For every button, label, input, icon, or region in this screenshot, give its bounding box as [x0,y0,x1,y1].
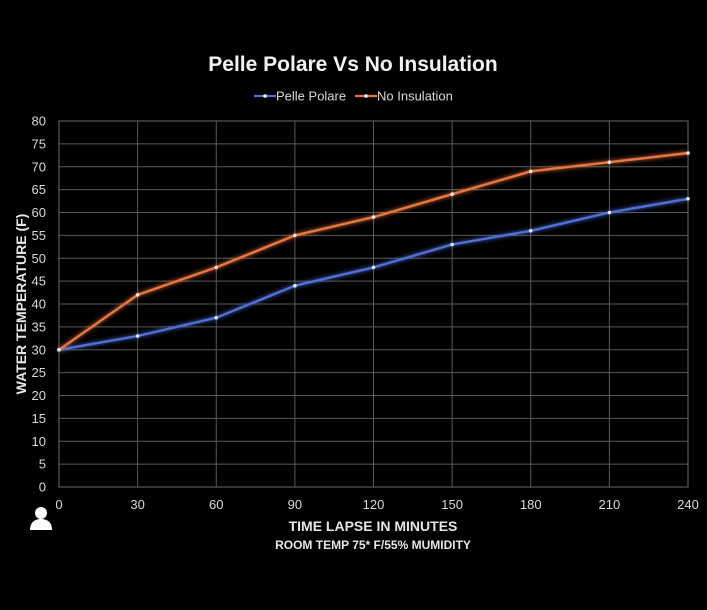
data-point [450,192,454,196]
x-tick-label: 210 [599,497,621,512]
y-tick-label: 0 [39,480,46,495]
y-tick-label: 80 [32,114,46,129]
x-tick-label: 0 [55,497,62,512]
y-tick-label: 25 [32,365,46,380]
data-point [686,196,690,201]
legend-marker [263,94,267,98]
x-tick-label: 120 [363,497,385,512]
plot-area [58,120,689,488]
data-point [450,242,454,247]
x-axis-subtitle: ROOM TEMP 75* F/55% MUMIDITY [275,538,471,552]
legend-label: No Insulation [377,89,453,104]
y-tick-label: 60 [32,205,46,220]
y-tick-label: 10 [32,434,46,449]
legend-label: Pelle Polare [276,89,346,104]
data-point [135,293,140,297]
x-tick-label: 180 [520,497,542,512]
y-tick-label: 55 [32,228,46,243]
data-point [57,347,61,352]
data-point [214,315,219,320]
legend-marker [364,94,368,98]
chart-grid [58,120,689,488]
person-icon[interactable] [29,505,53,531]
x-tick-label: 150 [441,497,463,512]
data-point [607,160,612,164]
x-axis-title: TIME LAPSE IN MINUTES [289,518,458,534]
data-point [371,265,376,270]
y-tick-label: 75 [32,136,46,151]
data-point [686,151,690,155]
series-layer [57,151,690,352]
x-tick-label: 90 [288,497,302,512]
x-tick-label: 240 [677,497,699,512]
y-tick-label: 20 [32,388,46,403]
data-point [528,229,533,233]
y-tick-label: 35 [32,319,46,334]
x-tick-label: 60 [209,497,223,512]
chart-title: Pelle Polare Vs No Insulation [208,53,497,76]
y-tick-label: 40 [32,297,46,312]
y-tick-label: 70 [32,159,46,174]
data-point [371,215,376,219]
x-tick-label: 30 [130,497,144,512]
data-point [135,334,140,338]
data-point [293,233,297,238]
y-tick-label: 15 [32,411,46,426]
data-point [214,265,219,270]
y-axis-title: WATER TEMPERATURE (F) [13,214,29,395]
chart-legend: Pelle Polare No Insulation [254,89,453,104]
data-point [528,169,533,174]
y-tick-label: 50 [32,251,46,266]
data-point [607,210,612,215]
data-point [293,283,297,288]
y-tick-label: 5 [39,457,46,472]
y-axis-ticks: 0 5 10 15 20 25 30 35 40 45 50 55 60 65 70 75 80 [32,114,46,495]
y-tick-label: 65 [32,182,46,197]
y-tick-label: 45 [32,274,46,289]
y-tick-label: 30 [32,342,46,357]
x-axis-ticks: 0 30 60 90 120 150 180 210 240 [55,497,698,512]
